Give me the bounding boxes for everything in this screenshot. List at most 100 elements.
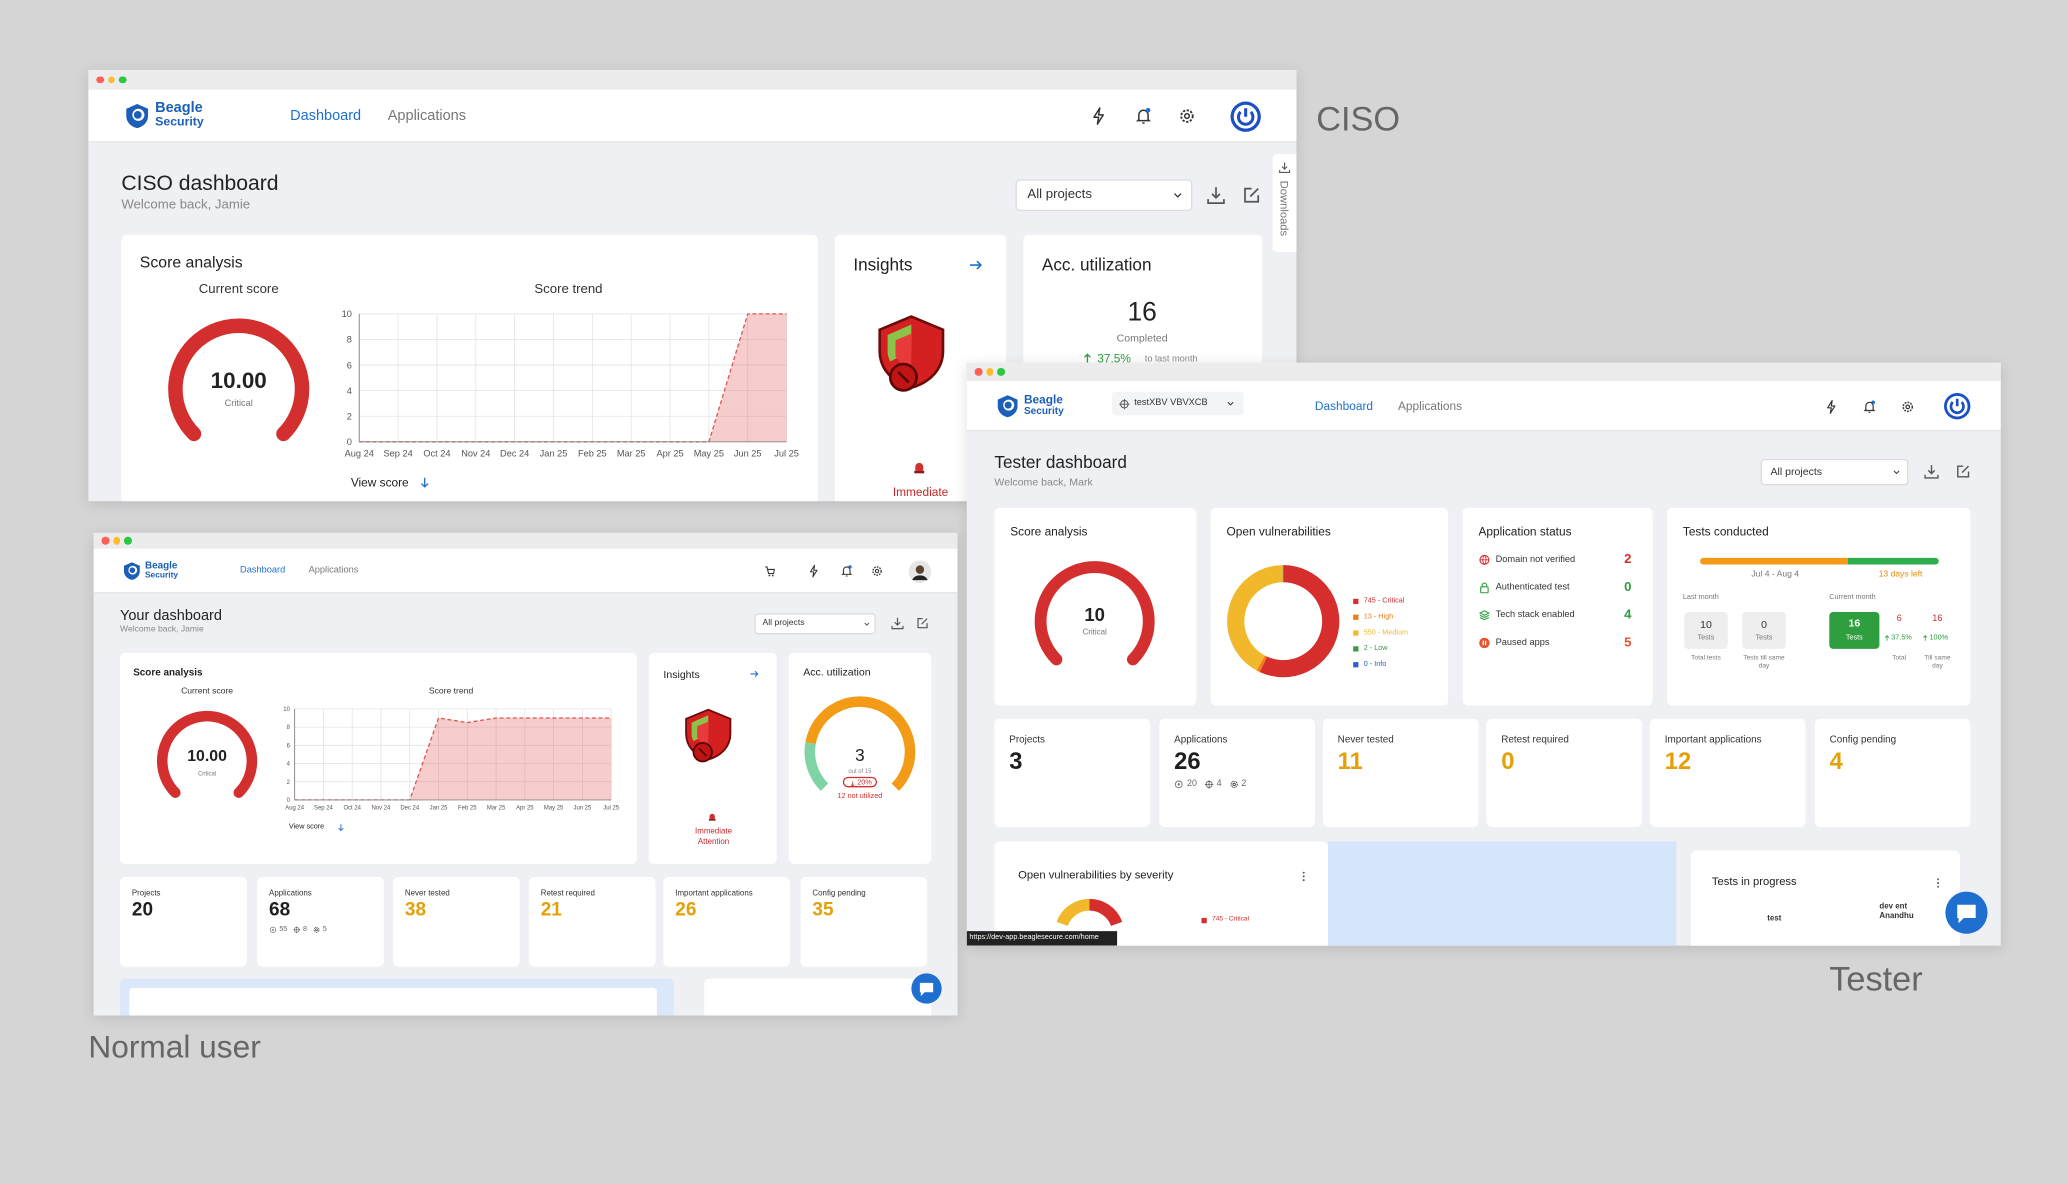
current-score-label: Current score xyxy=(198,282,279,297)
project-switcher[interactable]: testXBV VBVXCB xyxy=(1111,391,1244,416)
menu[interactable] xyxy=(1932,877,1944,889)
logo xyxy=(997,395,1018,418)
x-tick-label: Jun 25 xyxy=(733,449,761,459)
breakdown-icon xyxy=(269,926,277,933)
legend-label: 745 - Critical xyxy=(1363,596,1405,605)
nav-link[interactable]: Applications xyxy=(308,565,359,575)
x-tick-label: Apr 25 xyxy=(516,805,534,811)
decor xyxy=(891,617,904,630)
nav-link[interactable]: Dashboard xyxy=(290,107,362,124)
nav-link[interactable]: Dashboard xyxy=(240,565,286,575)
x-tick-label: Apr 25 xyxy=(656,449,683,459)
icon-button[interactable] xyxy=(840,564,853,577)
compare-label: Till same day xyxy=(1924,654,1951,670)
edit-button[interactable] xyxy=(1241,185,1262,206)
alert-label: Immediate xyxy=(892,485,949,499)
decor xyxy=(1949,401,1965,415)
power[interactable] xyxy=(1229,100,1261,132)
x-tick-label: Dec 24 xyxy=(400,805,419,811)
download-button[interactable] xyxy=(1923,463,1940,480)
stat-body: Config pending 4 xyxy=(1830,734,1946,775)
download-button[interactable] xyxy=(890,616,905,631)
icon-button[interactable] xyxy=(1823,399,1838,414)
chat-button[interactable] xyxy=(911,973,942,1004)
icon-button[interactable] xyxy=(1089,107,1107,125)
progress-card: Tests in progress test dev ent Anandhu xyxy=(1690,850,1960,946)
decor xyxy=(1937,885,1940,888)
y-tick-label: 8 xyxy=(286,725,290,731)
status-value: 4 xyxy=(1624,608,1632,623)
x-tick-label: May 25 xyxy=(543,805,563,811)
caption: Normal user xyxy=(88,1030,261,1066)
decor xyxy=(1481,582,1488,587)
view-score-link[interactable]: View score xyxy=(288,822,325,831)
breakdown: 20 4 2 xyxy=(1174,780,1290,790)
open-insights[interactable] xyxy=(968,257,984,273)
decor xyxy=(1826,399,1835,414)
icon-button[interactable] xyxy=(870,564,883,577)
caption: CISO xyxy=(1316,98,1401,139)
url-text: https://dev-app.beaglesecure.com/home xyxy=(969,933,1099,942)
change-pill: 20% xyxy=(842,776,878,788)
icon-button[interactable] xyxy=(764,564,777,577)
x-tick-label: Nov 24 xyxy=(371,805,390,811)
power[interactable] xyxy=(1944,393,1971,420)
chat-button[interactable] xyxy=(1945,891,1988,934)
icon-button[interactable] xyxy=(1134,107,1152,125)
decor xyxy=(1145,107,1151,113)
nav-link[interactable]: Applications xyxy=(1398,399,1463,413)
nav-link[interactable]: Dashboard xyxy=(1314,399,1373,413)
decor xyxy=(970,260,983,270)
icon-button[interactable] xyxy=(807,564,820,578)
icon-button[interactable] xyxy=(1862,399,1877,414)
nav-link[interactable]: Applications xyxy=(387,107,466,124)
downloads-tab[interactable]: Downloads xyxy=(1272,154,1297,252)
edit-button[interactable] xyxy=(915,616,930,631)
window-dot xyxy=(118,76,127,84)
score-card: Score analysis Current score 10.00 Critical… xyxy=(120,652,638,864)
project-select[interactable]: All projects xyxy=(1760,458,1909,486)
x-tick-label: Jul 25 xyxy=(603,805,620,811)
open-insights[interactable] xyxy=(749,669,760,680)
donut-slice xyxy=(1227,565,1284,671)
menu[interactable] xyxy=(1298,870,1310,882)
brand-name: Beagle xyxy=(1023,392,1063,407)
download-button[interactable] xyxy=(1205,185,1226,206)
decor xyxy=(864,622,870,626)
trend-label: Score trend xyxy=(534,282,603,297)
project-name: testXBV VBVXCB xyxy=(1134,397,1208,407)
gauge-arc xyxy=(1034,561,1155,666)
card-title: Tests conducted xyxy=(1682,524,1769,539)
decor xyxy=(1479,637,1490,649)
edit-button[interactable] xyxy=(1955,463,1972,480)
view-score-link[interactable]: View score xyxy=(350,476,409,490)
project-select[interactable]: All projects xyxy=(1015,179,1193,212)
avatar[interactable] xyxy=(908,559,931,583)
logo xyxy=(123,562,140,580)
welcome-text: Welcome back, Jamie xyxy=(121,197,251,213)
stat-body: Retest required 0 xyxy=(1501,734,1617,775)
utilization-change: 37.5% xyxy=(1097,352,1131,366)
stat-body: Projects 20 xyxy=(132,890,227,922)
stat-card: Projects 3 xyxy=(994,718,1151,827)
welcome-text: Welcome back, Mark xyxy=(994,476,1093,488)
icon-button[interactable] xyxy=(1178,107,1196,125)
card-title: Open vulnerabilities by severity xyxy=(1018,867,1174,882)
card-title: Insights xyxy=(663,668,700,681)
decor xyxy=(848,565,852,569)
decor xyxy=(1004,401,1012,409)
icon-button[interactable] xyxy=(1900,399,1915,414)
x-tick-label: Mar 25 xyxy=(616,449,645,459)
decor xyxy=(1884,635,1890,641)
x-tick-label: Jan 25 xyxy=(539,449,567,459)
downloads-label: Downloads xyxy=(1277,180,1292,237)
card-title: Acc. utilization xyxy=(803,666,871,678)
stat-card: Config pending 35 xyxy=(800,877,928,967)
project-select[interactable]: All projects xyxy=(754,613,876,635)
status-value: 5 xyxy=(1624,635,1632,651)
score-level: Critical xyxy=(197,770,217,777)
score-card: Score analysis Current score 10.00 Critical… xyxy=(121,234,818,502)
decor xyxy=(1231,782,1236,787)
decor xyxy=(850,780,855,787)
